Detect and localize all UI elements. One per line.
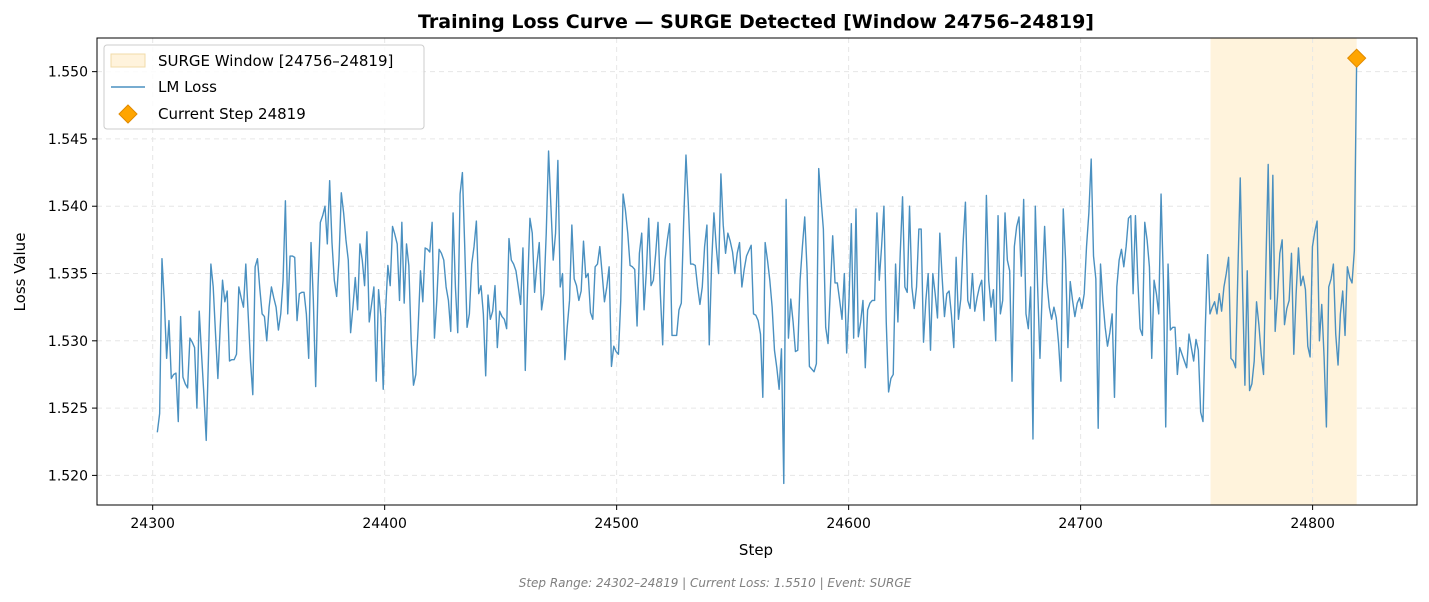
- legend-label-lm-loss: LM Loss: [158, 78, 217, 96]
- legend-box: [103, 44, 425, 130]
- x-tick-label: 24700: [1058, 516, 1103, 532]
- legend-swatch-surge: [110, 53, 146, 68]
- y-tick-label: 1.550: [48, 65, 88, 81]
- y-tick-label: 1.545: [48, 132, 88, 148]
- current-step-marker: [1346, 48, 1367, 68]
- y-axis-ticks: 1.520 1.525 1.530 1.535 1.540 1.545 1.550: [48, 65, 97, 484]
- y-tick-label: 1.520: [48, 468, 88, 484]
- y-tick-label: 1.530: [48, 334, 88, 350]
- x-tick-label: 24400: [362, 516, 407, 532]
- legend: SURGE Window [24756–24819] LM Loss Curre…: [103, 44, 425, 130]
- x-axis-ticks: 24300 24400 24500 24600 24700 24800: [130, 505, 1335, 532]
- legend-label-current-step: Current Step 24819: [158, 105, 306, 123]
- legend-swatch-current-step: [118, 104, 138, 124]
- x-tick-label: 24600: [826, 516, 871, 532]
- y-tick-label: 1.535: [48, 267, 88, 283]
- x-tick-label: 24800: [1290, 516, 1335, 532]
- x-tick-label: 24300: [130, 516, 175, 532]
- legend-label-surge: SURGE Window [24756–24819]: [158, 52, 393, 70]
- x-axis-label: Step: [739, 541, 773, 559]
- x-tick-label: 24500: [594, 516, 639, 532]
- y-axis-label: Loss Value: [11, 233, 29, 312]
- y-tick-label: 1.525: [48, 401, 88, 417]
- lm-loss-line: [156, 58, 1358, 485]
- x-grid-layer: [152, 38, 1314, 505]
- footer-note: Step Range: 24302–24819 | Current Loss: …: [519, 576, 912, 590]
- plot-frame: [96, 37, 1418, 506]
- y-tick-label: 1.540: [48, 199, 88, 215]
- chart-title: Training Loss Curve — SURGE Detected [Wi…: [418, 11, 1094, 33]
